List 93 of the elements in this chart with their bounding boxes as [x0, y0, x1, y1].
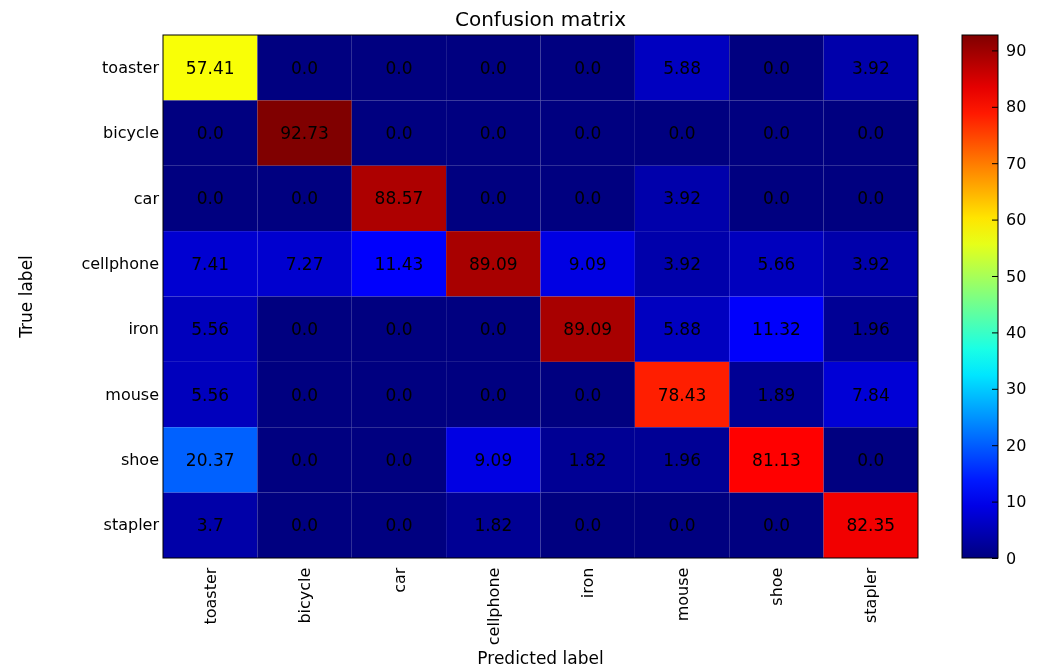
data-label: 0.0 — [574, 188, 602, 209]
data-label: 81.13 — [752, 449, 801, 470]
data-label: 0.0 — [291, 515, 319, 536]
data-label: 5.56 — [191, 319, 230, 340]
data-label: 0.0 — [385, 449, 413, 470]
data-label: 89.09 — [563, 319, 613, 340]
x-tick-label: iron — [578, 567, 598, 599]
data-label: 0.0 — [479, 123, 507, 144]
data-label: 0.0 — [291, 384, 319, 405]
data-label: 7.84 — [851, 384, 890, 405]
data-label: 0.0 — [291, 449, 319, 470]
x-axis-title: Predicted label — [477, 648, 604, 668]
x-tick-label: stapler — [861, 567, 881, 624]
data-label: 89.09 — [468, 253, 518, 274]
color-bar-label: 40 — [1006, 323, 1027, 343]
x-tick-label: shoe — [767, 567, 787, 606]
data-label: 0.0 — [385, 319, 413, 340]
data-label: 0.0 — [196, 188, 224, 209]
data-label: 9.09 — [568, 253, 607, 274]
data-label: 0.0 — [291, 319, 319, 340]
data-label: 0.0 — [762, 57, 790, 78]
data-label: 0.0 — [762, 123, 790, 144]
data-label: 0.0 — [385, 123, 413, 144]
data-label: 11.32 — [752, 319, 801, 340]
y-tick-label: stapler — [103, 515, 160, 535]
x-tick-label: toaster — [200, 567, 220, 625]
data-label: 5.88 — [663, 319, 701, 340]
data-label: 3.92 — [663, 188, 701, 209]
color-bar-label: 0 — [1006, 548, 1017, 568]
color-bar-label: 30 — [1006, 379, 1027, 399]
color-bar-label: 90 — [1006, 41, 1027, 61]
data-label: 0.0 — [291, 57, 319, 78]
data-label: 7.27 — [285, 253, 324, 274]
data-label: 3.92 — [663, 253, 701, 274]
data-label: 0.0 — [668, 123, 696, 144]
y-tick-label: mouse — [105, 384, 159, 404]
data-label: 0.0 — [479, 384, 507, 405]
data-label: 1.96 — [851, 319, 890, 340]
data-label: 0.0 — [574, 123, 602, 144]
color-bar-label: 80 — [1006, 97, 1027, 117]
color-bar-label: 10 — [1006, 492, 1027, 512]
data-label: 57.41 — [185, 57, 235, 78]
data-label: 0.0 — [479, 188, 507, 209]
data-label: 1.96 — [663, 449, 701, 470]
data-label: 0.0 — [385, 57, 413, 78]
data-label: 0.0 — [857, 449, 885, 470]
x-tick-label: bicycle — [295, 567, 315, 624]
y-tick-label: toaster — [102, 57, 160, 77]
data-label: 11.43 — [374, 253, 424, 274]
data-label: 0.0 — [762, 515, 790, 536]
data-label: 7.41 — [191, 253, 230, 274]
data-label: 0.0 — [479, 319, 507, 340]
data-label: 3.92 — [851, 253, 890, 274]
data-label: 0.0 — [762, 188, 790, 209]
y-axis-title: True label — [16, 255, 36, 339]
data-label: 0.0 — [291, 188, 319, 209]
data-label: 1.82 — [568, 449, 607, 470]
x-tick-label: car — [389, 567, 409, 593]
data-label: 20.37 — [185, 449, 235, 470]
chart-title: Confusion matrix — [454, 7, 627, 31]
data-label: 0.0 — [479, 57, 507, 78]
data-label: 1.89 — [757, 384, 796, 405]
data-label: 0.0 — [668, 515, 696, 536]
data-label: 0.0 — [385, 515, 413, 536]
y-tick-label: iron — [128, 319, 159, 339]
data-label: 92.73 — [280, 123, 329, 144]
color-bar-label: 70 — [1006, 153, 1027, 173]
color-bar-label: 60 — [1006, 210, 1027, 230]
color-bar-label: 20 — [1006, 435, 1027, 455]
x-tick-label: cellphone — [483, 567, 503, 646]
y-tick-label: cellphone — [81, 253, 159, 273]
data-label: 0.0 — [857, 123, 885, 144]
y-tick-label: car — [133, 188, 160, 208]
data-label: 0.0 — [574, 57, 602, 78]
data-label: 5.88 — [663, 57, 701, 78]
data-label: 88.57 — [374, 188, 424, 209]
y-tick-label: bicycle — [103, 123, 159, 143]
data-label: 5.66 — [757, 253, 796, 274]
x-tick-label: mouse — [672, 567, 692, 622]
data-label: 0.0 — [196, 123, 224, 144]
data-label: 0.0 — [385, 384, 413, 405]
data-label: 78.43 — [657, 384, 707, 405]
data-label: 0.0 — [857, 188, 885, 209]
data-label: 9.09 — [474, 449, 513, 470]
color-bar-label: 50 — [1006, 266, 1027, 286]
y-tick-label: shoe — [120, 450, 159, 470]
data-label: 0.0 — [574, 515, 602, 536]
data-label: 3.7 — [196, 515, 224, 536]
data-label: 1.82 — [474, 515, 513, 536]
data-label: 0.0 — [574, 384, 602, 405]
data-label: 5.56 — [191, 384, 230, 405]
data-label: 3.92 — [851, 57, 890, 78]
data-label: 82.35 — [846, 515, 896, 536]
